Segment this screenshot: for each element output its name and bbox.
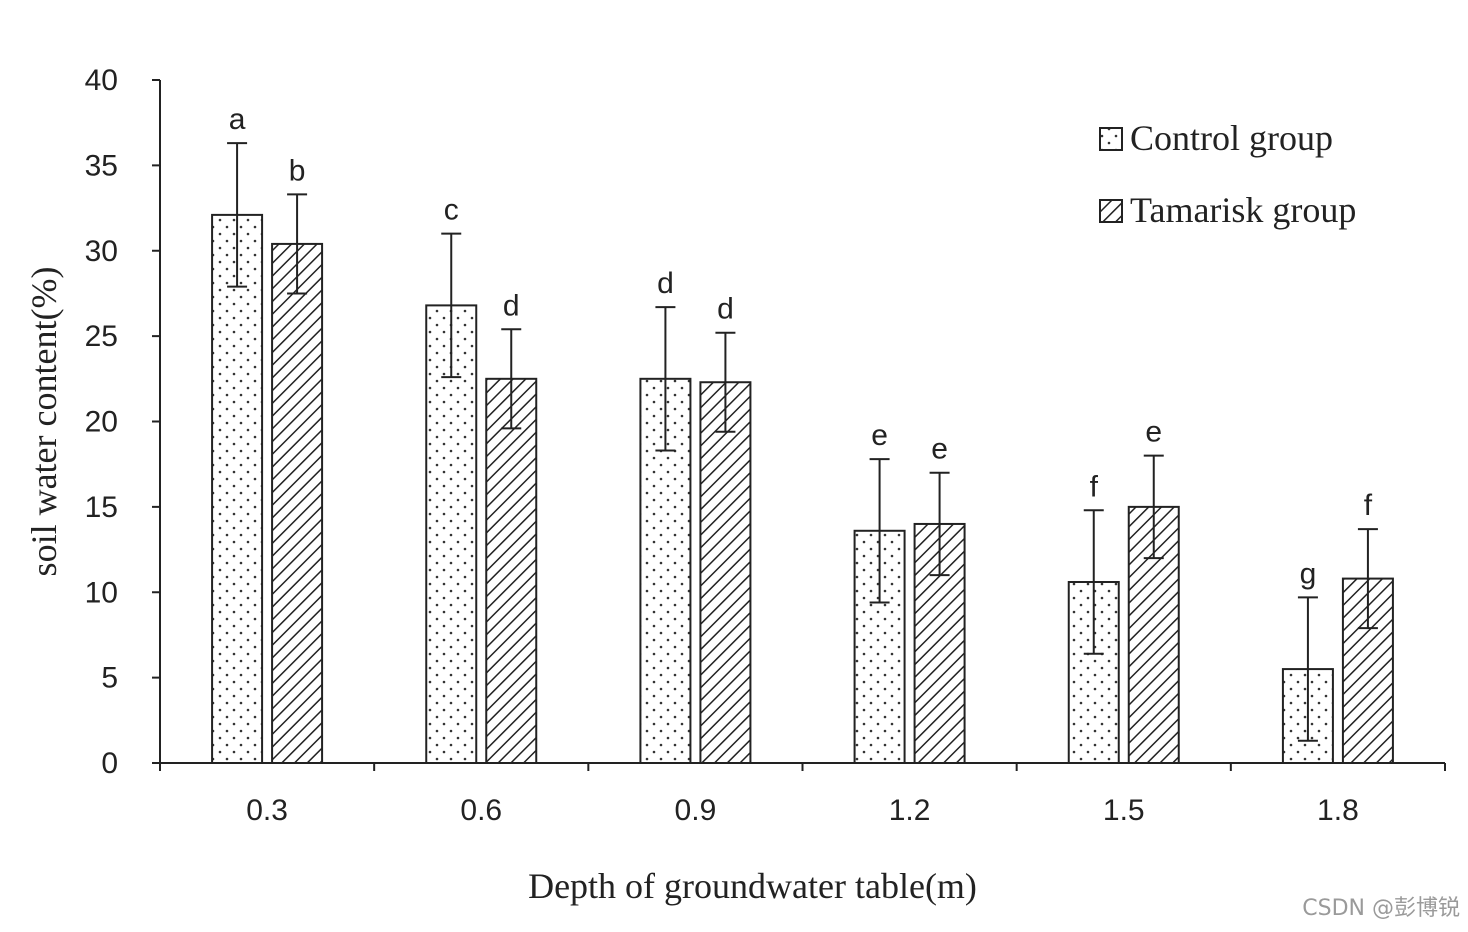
x-tick-label: 0.9 [675, 794, 717, 827]
x-axis-title: Depth of groundwater table(m) [528, 866, 977, 906]
legend-swatch-tamarisk [1099, 199, 1123, 223]
significance-letter: e [931, 433, 948, 466]
y-tick-label: 20 [85, 406, 118, 439]
significance-letter: e [1145, 416, 1162, 449]
y-tick-label: 25 [85, 320, 118, 353]
significance-letter: f [1364, 489, 1373, 522]
bars [211, 142, 1394, 765]
legend-swatch-control [1099, 127, 1123, 151]
y-tick-label: 30 [85, 235, 118, 268]
y-tick-label: 10 [85, 576, 118, 609]
significance-letter: d [657, 267, 674, 300]
axes [152, 79, 1446, 771]
significance-letter: b [289, 154, 306, 187]
legend-label-control: Control group [1130, 118, 1333, 158]
significance-letter: d [503, 289, 520, 322]
y-tick-label: 35 [85, 149, 118, 182]
significance-letter: c [444, 194, 459, 227]
legend-label-tamarisk: Tamarisk group [1130, 190, 1356, 230]
y-tick-label: 5 [101, 662, 118, 695]
significance-letter: d [717, 293, 734, 326]
x-tick-label: 1.8 [1317, 794, 1359, 827]
legend: Control group Tamarisk group [1099, 118, 1356, 230]
x-tick-label: 1.5 [1103, 794, 1145, 827]
labels: 0 5 10 15 20 25 30 35 40 0.3 0.6 0.9 1.2 1.5 1.8 Depth … [24, 64, 1373, 906]
x-tick-label: 1.2 [889, 794, 931, 827]
bar-tamarisk-0.6 [485, 377, 538, 764]
x-tick-label: 0.3 [246, 794, 288, 827]
bar-control-0.3 [211, 213, 264, 764]
bar-tamarisk-0.3 [271, 242, 324, 765]
bar-tamarisk-0.9 [699, 381, 752, 764]
y-tick-label: 0 [101, 747, 118, 780]
y-axis-title: soil water content(%) [24, 267, 64, 577]
x-tick-label: 0.6 [460, 794, 502, 827]
significance-letter: g [1300, 557, 1317, 590]
significance-letter: a [229, 103, 246, 136]
significance-letter: f [1090, 470, 1099, 503]
y-tick-label: 15 [85, 491, 118, 524]
y-tick-label: 40 [85, 64, 118, 97]
watermark-text: CSDN @彭博锐 [1302, 896, 1460, 921]
significance-letter: e [871, 419, 888, 452]
